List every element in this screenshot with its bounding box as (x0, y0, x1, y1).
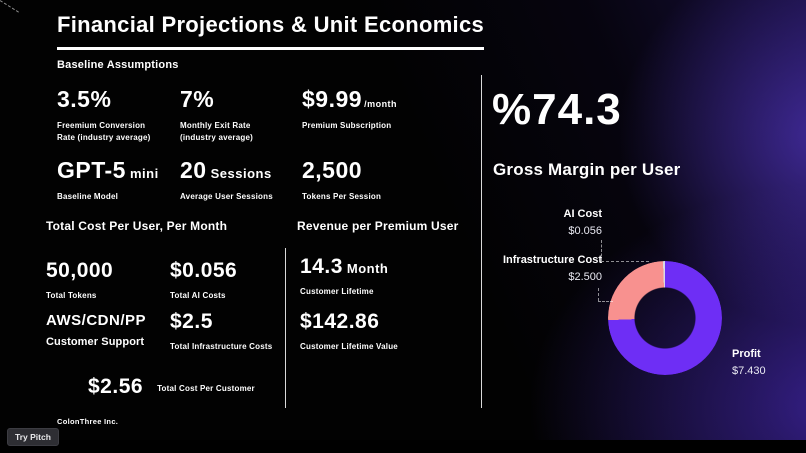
leader-line-infrastructure (598, 301, 613, 302)
stat-label: Total Cost Per Customer (157, 383, 255, 393)
cost-section-heading: Total Cost Per User, Per Month (46, 219, 228, 233)
slice-value: $2.500 (568, 270, 602, 283)
stat-average-user-sessions: 20 Sessions Average User Sessions (180, 157, 273, 203)
slice-value: $0.056 (568, 224, 602, 237)
donut-label-ai-cost: AI Cost $0.056 (510, 206, 603, 239)
stat-value: $9.99/month (302, 86, 397, 113)
slice-value: $7.430 (732, 364, 766, 377)
stat-value-text: 2,500 (302, 157, 363, 183)
stat-label-line: Average User Sessions (180, 192, 273, 201)
stat-label-line: Premium Subscription (302, 121, 392, 130)
stat-value-suffix: mini (129, 166, 159, 181)
stat-value-text: $9.99 (302, 86, 363, 112)
stat-value: GPT-5 mini (57, 157, 159, 184)
stat-value-suffix: Sessions (210, 166, 272, 181)
stat-label: Average User Sessions (180, 191, 273, 203)
stat-value-suffix: /month (364, 99, 398, 109)
stat-value: $2.56 (88, 375, 144, 398)
stat-tokens-per-session: 2,500 Tokens Per Session (302, 157, 381, 203)
leader-line-ai (601, 261, 649, 262)
stat-label: Monthly Exit Rate (industry average) (180, 120, 253, 145)
stat-monthly-exit-rate: 7% Monthly Exit Rate (industry average) (180, 86, 253, 145)
stat-label: Freemium Conversion Rate (industry avera… (57, 120, 151, 145)
stat-value: 7% (180, 86, 253, 113)
stat-customer-support-infra: AWS/CDN/PP Customer Support (46, 312, 146, 351)
slide-title: Financial Projections & Unit Economics (57, 12, 485, 50)
try-pitch-button[interactable]: Try Pitch (7, 428, 59, 446)
stat-value-text: 7% (180, 86, 215, 112)
main-panel-divider (481, 75, 482, 408)
leader-line-infrastructure (598, 288, 599, 301)
stat-value-suffix: Month (346, 261, 389, 276)
stat-label-line: Freemium Conversion (57, 121, 146, 130)
stat-total-tokens: 50,000 Total Tokens (46, 259, 113, 302)
stat-customer-lifetime: 14.3 Month Customer Lifetime (300, 255, 388, 298)
cost-revenue-divider (285, 248, 286, 408)
stat-label: Customer Support (46, 336, 145, 348)
stat-label: Total AI Costs (170, 291, 226, 300)
slice-label: Infrastructure Cost (502, 254, 602, 266)
stat-premium-subscription: $9.99/month Premium Subscription (302, 86, 397, 132)
stat-label-line: Tokens Per Session (302, 192, 382, 201)
stat-value: 3.5% (57, 86, 151, 113)
stat-freemium-conversion: 3.5% Freemium Conversion Rate (industry … (57, 86, 151, 145)
stat-value: 14.3 Month (300, 255, 388, 279)
baseline-assumptions-heading: Baseline Assumptions (57, 59, 179, 71)
stat-label: Total Infrastructure Costs (170, 342, 273, 351)
slice-label: AI Cost (563, 208, 603, 220)
donut-label-profit: Profit $7.430 (732, 346, 802, 379)
stat-value: 2,500 (302, 157, 381, 184)
stat-value: 50,000 (46, 259, 114, 282)
stat-baseline-model: GPT-5 mini Baseline Model (57, 157, 159, 203)
stat-value: AWS/CDN/PP (46, 312, 147, 329)
gross-margin-label: Gross Margin per User (493, 160, 681, 179)
revenue-section-heading: Revenue per Premium User (297, 219, 459, 233)
stat-customer-lifetime-value: $142.86 Customer Lifetime Value (300, 310, 398, 353)
stat-value-text: GPT-5 (57, 157, 126, 183)
stat-label-line: Baseline Model (57, 192, 119, 201)
stat-value: $2.5 (170, 310, 213, 333)
gross-margin-donut (608, 261, 722, 375)
stat-total-infrastructure-costs: $2.5 Total Infrastructure Costs (170, 310, 272, 353)
stat-label-line: Rate (industry average) (57, 133, 151, 143)
stat-label: Tokens Per Session (302, 191, 381, 203)
stat-value: 20 Sessions (180, 157, 273, 184)
stat-value: $0.056 (170, 259, 238, 282)
stat-label: Premium Subscription (302, 120, 397, 132)
leader-line-ai (601, 240, 602, 261)
stat-label: Customer Lifetime (300, 287, 374, 296)
donut-label-infrastructure-cost: Infrastructure Cost $2.500 (472, 252, 602, 285)
stat-total-cost-per-customer: $2.56 Total Cost Per Customer (88, 375, 255, 399)
stat-label: Customer Lifetime Value (300, 342, 398, 351)
stat-value-text: 14.3 (300, 255, 343, 278)
stat-label: Total Tokens (46, 291, 97, 300)
stat-value-text: 20 (180, 157, 207, 183)
letterbox-bar (0, 440, 806, 453)
slice-label: Profit (732, 348, 761, 360)
stat-value-text: 3.5% (57, 86, 112, 112)
company-brand: ColonThree Inc. (57, 417, 119, 426)
stat-label-line: (industry average) (180, 133, 253, 143)
stat-label: Baseline Model (57, 191, 159, 203)
stat-total-ai-costs: $0.056 Total AI Costs (170, 259, 237, 302)
stat-value: $142.86 (300, 310, 380, 333)
gross-margin-value: %74.3 (492, 85, 622, 134)
stat-label-line: Monthly Exit Rate (180, 121, 251, 130)
